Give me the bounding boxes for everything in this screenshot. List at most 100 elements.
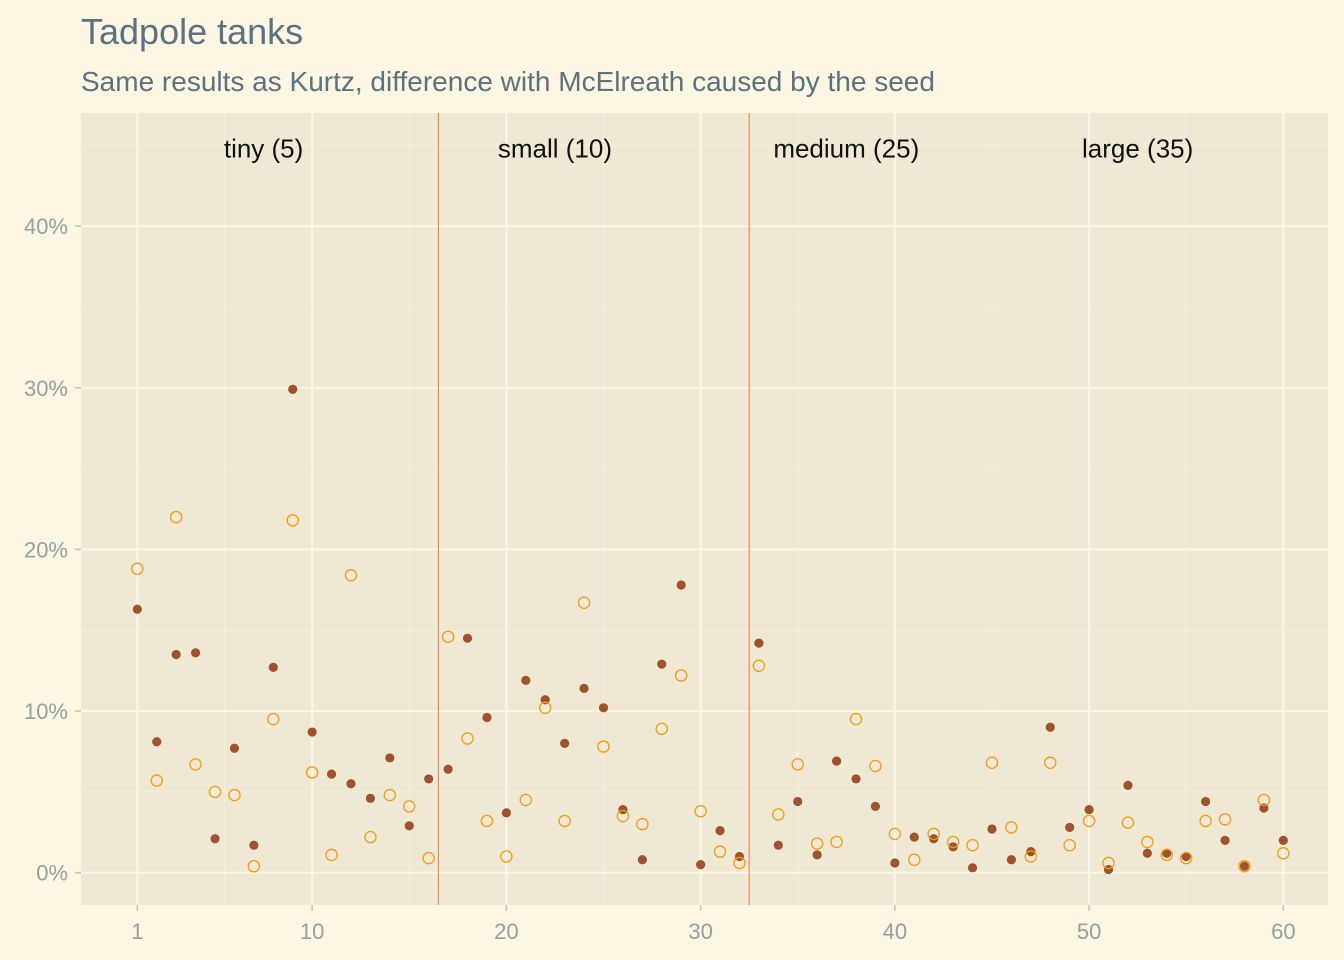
section-labels: tiny (5) small (10) medium (25) large (35) (224, 134, 1193, 164)
open-data-point (189, 758, 202, 771)
filled-data-point (268, 662, 278, 673)
open-data-point (791, 758, 804, 771)
filled-data-point (152, 737, 162, 747)
chart-subtitle: Same results as Kurtz, difference with M… (81, 66, 935, 97)
open-data-point (383, 788, 397, 802)
grid-major (81, 113, 1328, 905)
open-data-point (888, 827, 902, 841)
open-data-point (985, 756, 999, 770)
open-data-point (772, 808, 785, 821)
open-data-point (1179, 851, 1193, 865)
open-data-point (1082, 814, 1096, 828)
open-data-point (344, 569, 358, 582)
open-data-point (461, 732, 474, 745)
filled-data-point (967, 863, 978, 873)
y-tick-label: 40% (24, 214, 68, 239)
y-tick-label: 30% (24, 376, 68, 401)
filled-data-point (598, 703, 609, 713)
open-data-point (849, 712, 863, 726)
open-data-point (267, 712, 280, 726)
filled-data-point (1239, 861, 1250, 871)
open-data-point (131, 562, 144, 576)
open-data-point (636, 817, 649, 831)
filled-data-point (676, 580, 686, 590)
open-data-point (810, 837, 824, 850)
open-data-point (1102, 856, 1115, 870)
open-data-point (538, 701, 552, 715)
open-data-point (1063, 838, 1076, 852)
filled-data-point (909, 832, 919, 842)
filled-data-point (870, 801, 881, 812)
x-tick-label: 10 (300, 919, 324, 944)
section-label: small (10) (498, 134, 612, 164)
open-data-point (305, 766, 319, 779)
open-data-point (713, 845, 727, 858)
open-data-point (1121, 816, 1135, 829)
filled-data-point (618, 805, 628, 815)
filled-data-point (734, 851, 745, 862)
filled-data-point (560, 738, 570, 748)
filled-data-point (424, 774, 434, 784)
open-data-point (674, 669, 688, 682)
filled-data-point (1142, 848, 1152, 858)
open-data-point (422, 851, 435, 865)
open-data-point (908, 853, 921, 866)
open-data-point (694, 805, 707, 818)
open-data-point (500, 850, 513, 863)
filled-data-point (1220, 835, 1230, 845)
open-data-point (1141, 835, 1154, 849)
filled-data-point (773, 840, 783, 850)
filled-data-point (831, 756, 842, 766)
open-data-point (169, 510, 183, 524)
open-data-point (966, 838, 979, 852)
open-data-point (364, 830, 377, 844)
filled-data-point (482, 712, 492, 723)
open-data-point (830, 835, 843, 849)
filled-data-point (1278, 835, 1288, 845)
filled-data-point (1065, 822, 1075, 833)
plot-panel (81, 113, 1328, 905)
x-tick-label: 50 (1077, 919, 1101, 944)
open-data-point (1024, 850, 1038, 863)
y-tick-label: 10% (24, 699, 68, 724)
filled-data-point (851, 774, 861, 784)
section-label: tiny (5) (224, 134, 303, 164)
filled-data-point (249, 840, 259, 850)
open-data-point (150, 774, 164, 787)
open-data-point (325, 848, 338, 862)
open-data-point (403, 800, 416, 813)
open-data-point (228, 788, 241, 802)
filled-data-point (521, 675, 531, 685)
open-data-point (752, 659, 766, 673)
open-data-point (208, 785, 222, 799)
open-data-point (869, 759, 882, 773)
open-data-point (1043, 756, 1057, 770)
open-data-point (927, 827, 940, 841)
filled-data-point (404, 821, 414, 831)
filled-data-point (210, 834, 220, 844)
open-data-point (480, 814, 494, 828)
filled-data-point (385, 753, 395, 763)
filled-data-point (190, 648, 201, 658)
filled-data-point (1181, 851, 1191, 862)
filled-data-point (637, 855, 647, 865)
open-data-point (597, 740, 610, 753)
filled-data-point (812, 850, 822, 860)
filled-data-point (579, 683, 589, 694)
grid-minor (81, 113, 1328, 905)
filled-data-point (1045, 722, 1055, 732)
filled-data-point (987, 824, 997, 834)
open-data-point (1005, 821, 1018, 834)
filled-data-point (715, 826, 725, 836)
filled-data-point (171, 649, 181, 660)
open-data-point (441, 630, 455, 643)
filled-data-point (890, 858, 900, 868)
filled-data-point (929, 834, 939, 844)
filled-data-point (307, 727, 317, 737)
filled-data-point (443, 764, 453, 774)
open-data-point (286, 514, 299, 527)
open-data-point (1199, 814, 1212, 828)
open-data-point (1257, 793, 1271, 807)
open-data-point (1277, 847, 1290, 860)
open-data-point (946, 835, 960, 849)
